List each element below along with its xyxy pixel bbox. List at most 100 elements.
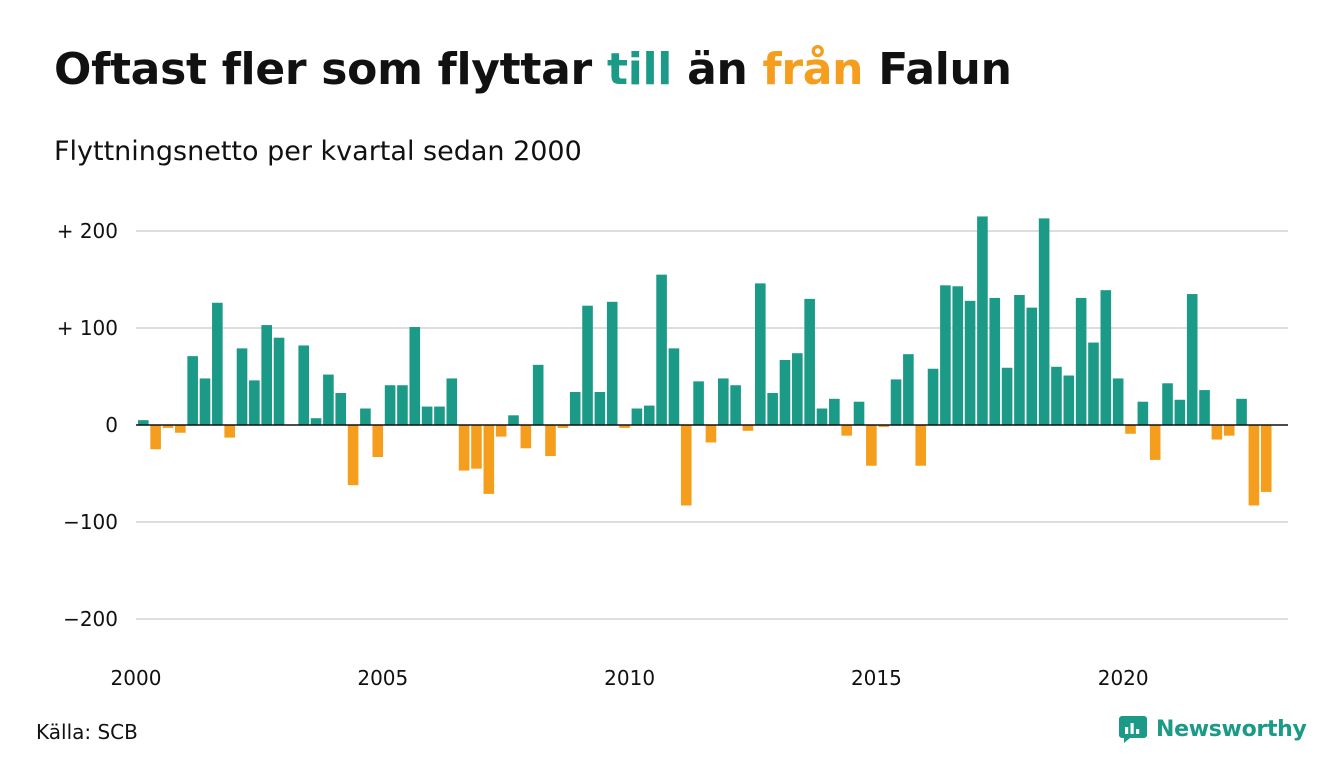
y-tick-label: + 200 — [57, 219, 118, 243]
bar — [693, 381, 704, 425]
bar — [458, 425, 470, 471]
bar — [138, 420, 149, 425]
bar — [421, 406, 433, 425]
bar — [236, 348, 248, 425]
bar — [360, 408, 371, 425]
bar — [347, 425, 359, 486]
bar — [1223, 425, 1235, 436]
bar — [1137, 401, 1149, 425]
x-tick-label: 2020 — [1098, 666, 1149, 690]
brand-name: Newsworthy — [1156, 716, 1307, 742]
bar — [1051, 366, 1062, 425]
bar — [816, 408, 828, 425]
bar — [187, 356, 198, 425]
bar — [150, 425, 161, 450]
bar — [989, 297, 1001, 425]
bar — [767, 392, 778, 425]
bar — [730, 385, 741, 425]
bar — [1211, 425, 1223, 440]
y-tick-label: −200 — [63, 607, 118, 631]
bar — [298, 345, 310, 425]
bar — [1075, 297, 1087, 425]
bar — [1186, 294, 1198, 425]
bar — [273, 337, 285, 425]
bar — [557, 425, 569, 428]
chart-title: Oftast fler som flyttar till än från Fal… — [54, 44, 1012, 95]
bar — [446, 378, 458, 425]
bar — [409, 327, 421, 425]
bar — [705, 425, 717, 443]
bar — [212, 302, 223, 425]
bar — [520, 425, 532, 449]
bar — [619, 425, 630, 428]
bar — [1174, 399, 1186, 425]
bar — [532, 364, 544, 425]
y-tick-label: + 100 — [57, 316, 118, 340]
bar — [915, 425, 927, 466]
bar — [199, 378, 211, 425]
bar — [779, 360, 791, 425]
bar — [1063, 375, 1075, 425]
bar — [310, 418, 322, 425]
x-tick-label: 2010 — [604, 666, 655, 690]
bar — [508, 415, 519, 425]
bar — [434, 406, 445, 425]
source-note: Källa: SCB — [36, 720, 138, 744]
brand-logo: Newsworthy — [1118, 714, 1307, 744]
bar — [680, 425, 692, 506]
bar — [471, 425, 482, 469]
bar — [1100, 290, 1112, 425]
bar — [372, 425, 384, 458]
title-highlight-till: till — [606, 44, 673, 95]
bar — [1260, 425, 1272, 492]
bar — [606, 301, 618, 425]
bar — [804, 298, 815, 425]
bar — [483, 425, 495, 494]
grid-lines — [136, 230, 1288, 620]
title-highlight-fran: från — [762, 44, 864, 95]
x-tick-label: 2000 — [111, 666, 162, 690]
bar — [545, 425, 556, 457]
bar — [594, 392, 606, 425]
bar — [903, 354, 914, 425]
bar — [261, 325, 272, 425]
x-axis-labels: 2000 2005 2010 2015 2020 — [111, 666, 1149, 690]
bar — [890, 379, 902, 425]
bar — [323, 374, 334, 425]
bar — [175, 425, 186, 433]
bar — [224, 425, 235, 438]
bar — [1236, 398, 1247, 425]
bar — [1014, 295, 1025, 425]
bar — [631, 408, 643, 425]
bar — [866, 425, 877, 466]
bar — [495, 425, 507, 437]
bar — [1038, 218, 1050, 425]
bar — [1125, 425, 1136, 434]
bar — [977, 216, 988, 425]
bar — [569, 392, 581, 425]
x-tick-label: 2015 — [851, 666, 902, 690]
newsworthy-logo-icon — [1119, 716, 1147, 743]
bar — [927, 368, 939, 425]
bar — [1001, 367, 1013, 425]
bar — [397, 385, 408, 425]
bar — [1162, 383, 1173, 425]
bar — [249, 380, 260, 425]
y-tick-label: −100 — [63, 510, 118, 534]
bar — [1088, 342, 1099, 425]
bar — [841, 425, 852, 436]
bar — [162, 425, 174, 428]
chart-subtitle: Flyttningsnetto per kvartal sedan 2000 — [54, 136, 582, 167]
bar — [755, 283, 766, 425]
bar — [656, 274, 667, 425]
bar — [1026, 307, 1038, 425]
bar — [940, 285, 951, 425]
x-tick-label: 2005 — [357, 666, 408, 690]
bar — [335, 392, 347, 425]
y-axis-labels: + 200 + 100 0 −100 −200 — [57, 219, 118, 631]
bar — [853, 401, 865, 425]
bar — [878, 425, 889, 427]
bar — [1248, 425, 1260, 506]
bar — [384, 385, 396, 425]
